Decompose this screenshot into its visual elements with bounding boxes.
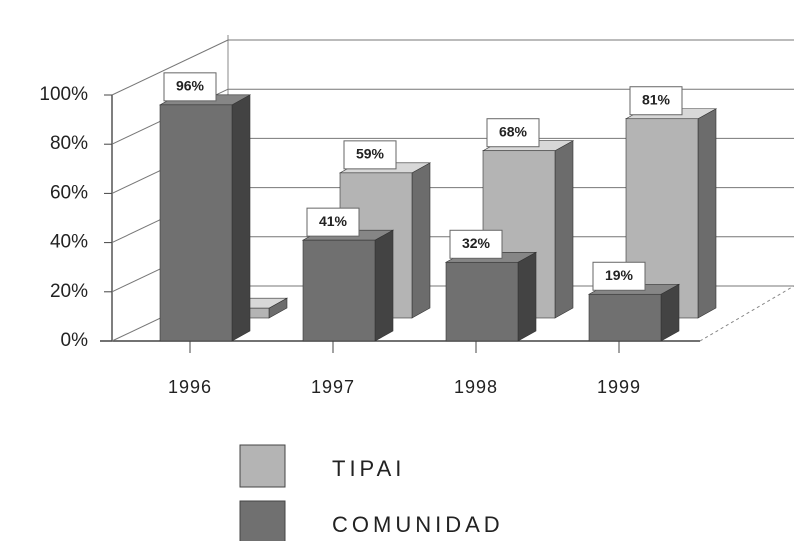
y-tick-label: 60% <box>50 182 88 203</box>
value-label: 59% <box>356 146 385 162</box>
grid-line <box>111 39 229 96</box>
value-label-box <box>306 207 360 237</box>
legend-swatch <box>239 444 286 488</box>
bar-side <box>697 108 717 319</box>
bar-side <box>517 251 537 342</box>
y-tick-label: 40% <box>50 232 88 253</box>
bar <box>588 293 662 342</box>
x-tick-label: 1999 <box>597 377 641 397</box>
y-tick-label: 80% <box>50 133 88 154</box>
bar-side <box>231 94 251 342</box>
y-tick-label: 0% <box>61 330 89 351</box>
value-label: 96% <box>176 78 205 94</box>
y-tick-label: 20% <box>50 281 88 302</box>
x-tick-label: 1997 <box>311 377 355 397</box>
value-label-box <box>163 72 217 102</box>
x-tick-label: 1996 <box>168 377 212 397</box>
bar <box>302 239 376 342</box>
value-label-box <box>449 229 503 259</box>
bar-side <box>411 162 431 319</box>
value-label: 81% <box>642 91 671 107</box>
value-label-box <box>486 118 540 148</box>
value-label: 68% <box>499 123 528 139</box>
bar-side <box>554 140 574 319</box>
value-label-box <box>629 86 683 116</box>
value-label-box <box>592 261 646 291</box>
bar <box>159 104 233 342</box>
value-label: 19% <box>605 267 634 283</box>
legend-label: COMUNIDAD <box>332 512 504 537</box>
y-tick-label: 100% <box>39 84 88 105</box>
x-tick-label: 1998 <box>454 377 498 397</box>
floor-edge <box>699 285 794 342</box>
legend-swatch <box>239 500 286 541</box>
value-label: 41% <box>319 213 348 229</box>
bar-side <box>374 229 394 342</box>
bar <box>445 261 519 342</box>
value-label-box <box>343 140 397 170</box>
legend-label: TIPAI <box>332 456 405 481</box>
value-label: 32% <box>462 235 491 251</box>
